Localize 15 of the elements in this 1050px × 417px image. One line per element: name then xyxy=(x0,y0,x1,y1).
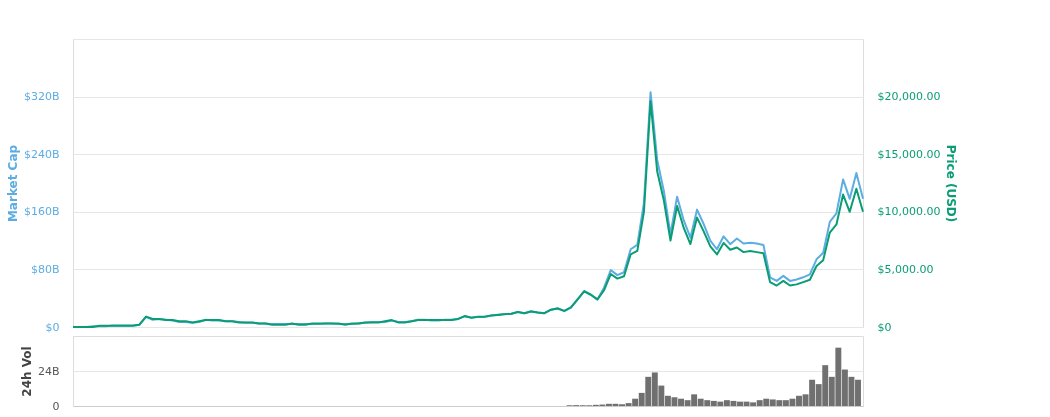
y2-tick-label: $20,000.00 xyxy=(877,90,941,104)
y2-tick-label: $0 xyxy=(877,320,892,334)
y-axis-title: Market Cap xyxy=(5,144,20,223)
y-tick-label: $240B xyxy=(23,147,60,161)
y2-tick-label: $10,000.00 xyxy=(877,205,941,219)
y-tick-label: $320B xyxy=(23,90,60,104)
y-tick-label: $0 xyxy=(45,320,60,334)
y-tick-label: 0 xyxy=(52,399,60,413)
y2-tick-label: $15,000.00 xyxy=(877,147,941,161)
y-tick-label: $160B xyxy=(23,205,60,219)
y-axis-title: 24h Vol xyxy=(19,346,34,397)
y-tick-label: $80B xyxy=(30,262,60,276)
y2-axis-title: Price (USD) xyxy=(944,144,959,223)
y-tick-label: 24B xyxy=(37,364,60,378)
y2-tick-label: $5,000.00 xyxy=(877,262,934,276)
